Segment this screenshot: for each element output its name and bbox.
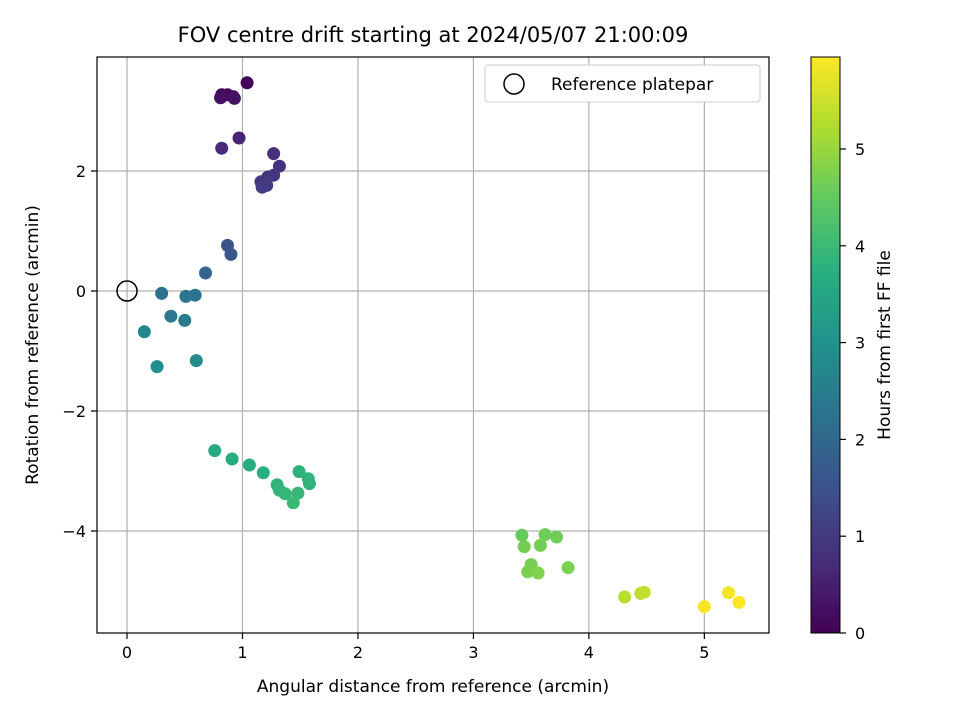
legend-label: Reference platepar — [551, 75, 713, 95]
data-point — [178, 313, 192, 327]
colorbar-tick-label: 4 — [855, 237, 865, 256]
data-point — [517, 540, 531, 554]
colorbar: 0 1 2 3 4 5 Hours from first FF file — [810, 56, 895, 643]
plot-frame — [96, 56, 770, 634]
colorbar-tick-label: 1 — [855, 527, 865, 546]
data-point — [515, 528, 529, 542]
data-point — [722, 586, 736, 600]
colorbar-tick-label: 0 — [855, 624, 865, 643]
data-point — [155, 286, 169, 300]
data-point — [550, 530, 564, 544]
y-tick-label: 0 — [76, 282, 86, 301]
y-axis-ticks: −4 −2 0 2 — [62, 162, 97, 541]
reference-marker — [116, 280, 138, 302]
data-point — [286, 496, 300, 510]
data-point — [227, 91, 241, 105]
grid-lines — [97, 57, 769, 633]
x-tick-label: 3 — [468, 643, 478, 662]
legend-marker — [503, 73, 525, 95]
data-point — [189, 354, 203, 368]
data-point — [533, 538, 547, 552]
data-point — [292, 465, 306, 479]
data-point — [224, 247, 238, 261]
data-point — [150, 360, 164, 374]
x-tick-label: 2 — [353, 643, 363, 662]
chart-title: FOV centre drift starting at 2024/05/07 … — [178, 23, 689, 47]
y-axis-label: Rotation from reference (arcmin) — [23, 205, 43, 485]
data-point — [137, 325, 151, 339]
data-point — [208, 444, 222, 458]
colorbar-tick-label: 3 — [855, 334, 865, 353]
data-point — [618, 590, 632, 604]
colorbar-tick-label: 2 — [855, 430, 865, 449]
data-point — [278, 487, 292, 501]
data-point — [179, 289, 193, 303]
data-point — [225, 452, 239, 466]
data-point — [255, 180, 269, 194]
y-tick-label: 2 — [76, 162, 86, 181]
data-point — [531, 566, 545, 580]
data-point — [561, 561, 575, 575]
data-point — [256, 466, 270, 480]
data-point — [232, 131, 246, 145]
data-point — [697, 600, 711, 614]
data-point — [732, 595, 746, 609]
x-axis-label: Angular distance from reference (arcmin) — [257, 677, 609, 697]
data-point — [521, 565, 535, 579]
x-tick-label: 5 — [699, 643, 709, 662]
x-axis-ticks: 0 1 2 3 4 5 — [122, 633, 709, 662]
colorbar-tick-label: 5 — [855, 140, 865, 159]
legend: Reference platepar — [484, 64, 761, 103]
reference-point — [116, 280, 138, 302]
data-point — [267, 147, 281, 161]
x-tick-label: 4 — [584, 643, 594, 662]
data-point — [215, 141, 229, 155]
x-tick-label: 0 — [122, 643, 132, 662]
data-point — [302, 477, 316, 491]
y-tick-label: −4 — [62, 522, 86, 541]
colorbar-gradient — [810, 56, 841, 634]
data-point — [164, 309, 178, 323]
data-point — [199, 266, 213, 280]
data-point — [242, 458, 256, 472]
data-point — [214, 91, 228, 105]
x-tick-label: 1 — [237, 643, 247, 662]
data-point — [538, 528, 552, 542]
colorbar-label: Hours from first FF file — [875, 250, 895, 440]
data-points — [137, 76, 746, 614]
data-point — [240, 76, 254, 90]
y-tick-label: −2 — [62, 402, 86, 421]
legend-box — [484, 64, 761, 103]
colorbar-ticks: 0 1 2 3 4 5 — [840, 140, 865, 643]
data-point — [637, 585, 651, 599]
